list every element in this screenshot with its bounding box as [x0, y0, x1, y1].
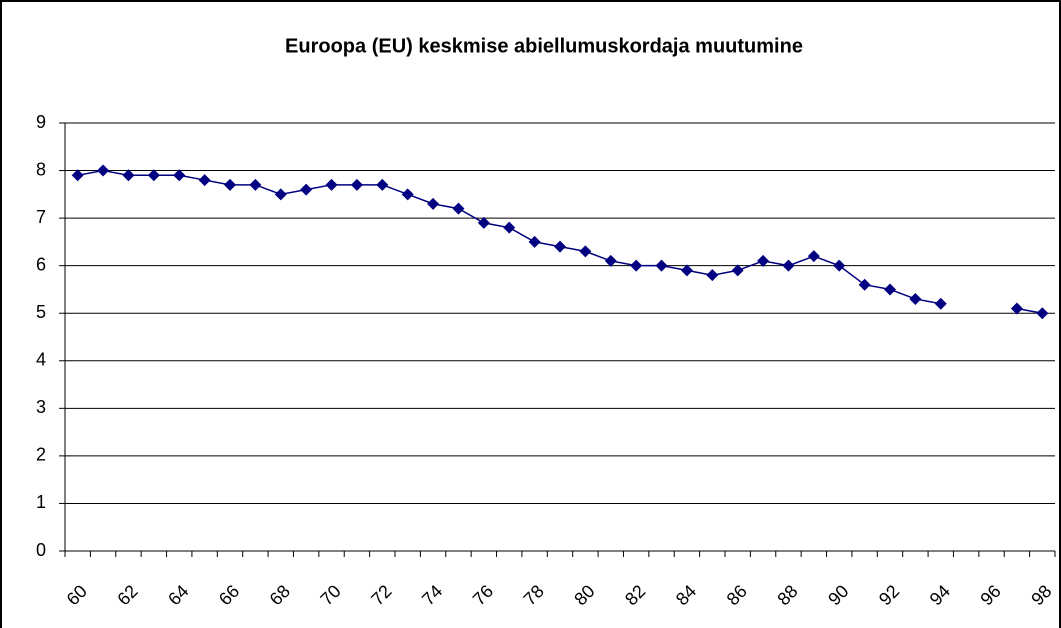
- data-marker: [122, 169, 135, 182]
- data-marker: [554, 240, 566, 253]
- y-tick-label: 9: [36, 112, 46, 132]
- y-tick-label: 3: [36, 397, 46, 417]
- data-marker: [325, 178, 338, 191]
- data-marker: [350, 178, 363, 191]
- chart-title: Euroopa (EU) keskmise abiellumuskordaja …: [285, 35, 803, 57]
- data-marker: [706, 269, 719, 282]
- data-marker: [833, 259, 846, 272]
- data-marker: [427, 197, 440, 210]
- y-tick-label: 2: [36, 445, 46, 465]
- data-marker: [604, 254, 617, 267]
- data-marker: [401, 188, 414, 201]
- data-marker: [300, 183, 313, 196]
- data-marker: [655, 259, 668, 272]
- y-tick-label: 7: [36, 207, 46, 227]
- data-marker: [909, 292, 922, 305]
- data-marker: [503, 221, 516, 234]
- data-marker: [376, 178, 389, 191]
- y-tick-label: 8: [36, 159, 46, 179]
- data-marker: [807, 250, 820, 263]
- data-marker: [757, 254, 770, 267]
- data-marker: [452, 202, 465, 215]
- data-marker: [198, 174, 211, 187]
- data-marker: [1010, 302, 1023, 315]
- data-marker: [71, 169, 84, 182]
- data-marker: [224, 178, 236, 191]
- data-marker: [147, 169, 160, 182]
- data-marker: [1036, 307, 1049, 320]
- y-tick-label: 4: [36, 350, 46, 370]
- data-marker: [173, 169, 186, 182]
- data-marker: [97, 164, 110, 177]
- data-marker: [528, 235, 541, 248]
- y-tick-label: 6: [36, 254, 46, 274]
- data-marker: [782, 259, 795, 272]
- y-tick-label: 1: [36, 492, 46, 512]
- data-marker: [884, 283, 896, 296]
- data-marker: [858, 278, 871, 291]
- data-marker: [579, 245, 592, 258]
- data-marker: [934, 297, 947, 310]
- data-marker: [630, 259, 643, 272]
- data-marker: [477, 216, 490, 229]
- data-marker: [680, 264, 693, 277]
- data-marker: [274, 188, 287, 201]
- data-marker: [731, 264, 744, 277]
- y-tick-label: 0: [36, 540, 46, 560]
- data-marker: [249, 178, 262, 191]
- y-tick-label: 5: [36, 302, 46, 322]
